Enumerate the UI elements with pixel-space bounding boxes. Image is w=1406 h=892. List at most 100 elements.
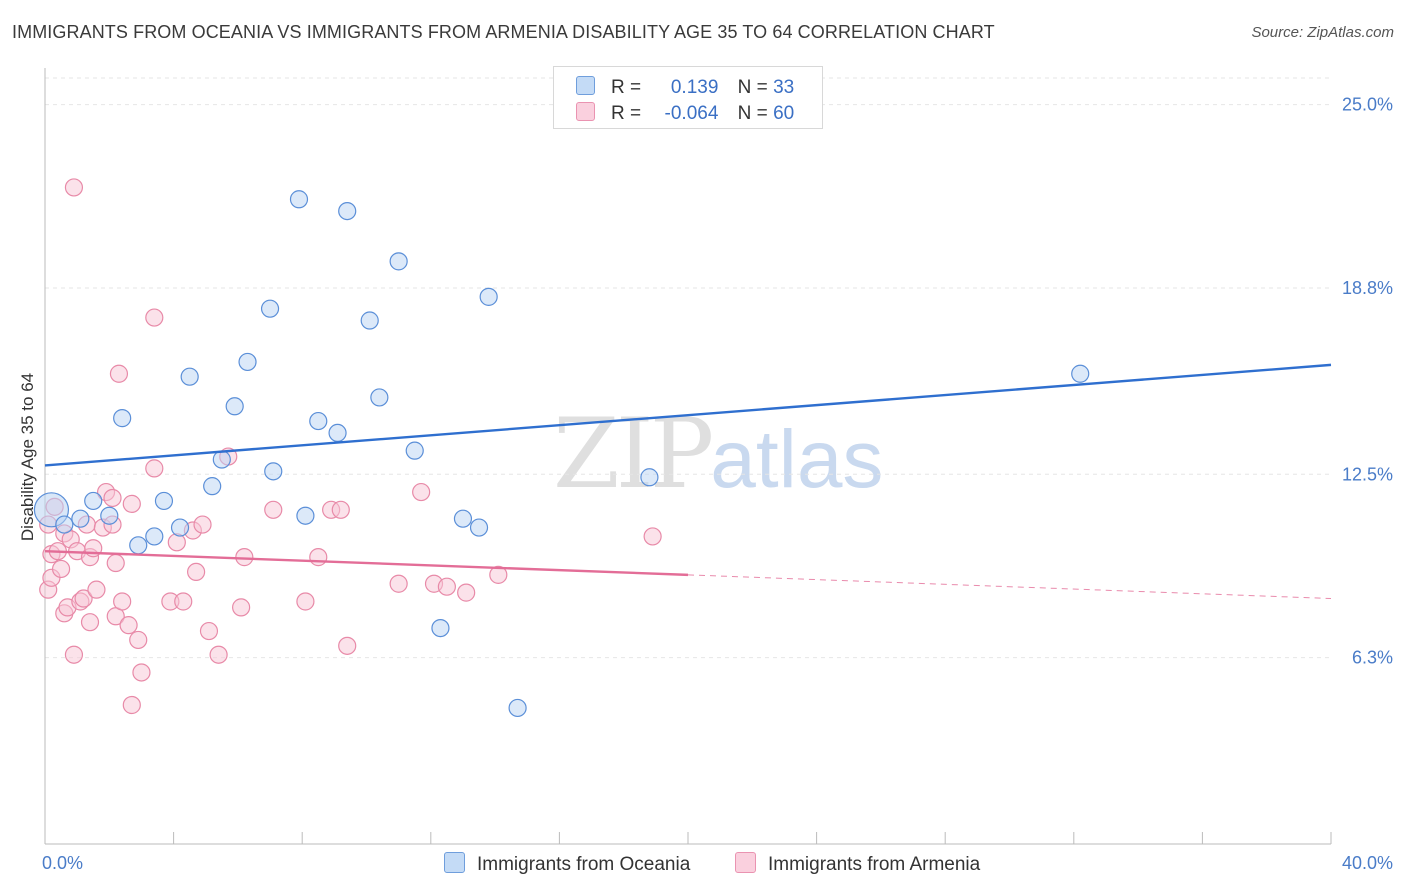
point-armenia [174, 592, 193, 611]
point-oceania [145, 527, 164, 546]
point-armenia [187, 562, 206, 582]
point-armenia [489, 565, 508, 584]
trend-line-armenia-extension [687, 574, 1332, 600]
point-oceania [296, 506, 315, 525]
point-oceania [100, 506, 119, 525]
point-oceania [238, 352, 257, 372]
point-armenia [389, 574, 408, 593]
point-oceania [640, 468, 659, 487]
point-armenia [167, 533, 186, 552]
legend-swatch-armenia [576, 102, 595, 121]
point-oceania [264, 462, 283, 481]
point-armenia [64, 645, 84, 664]
point-oceania [309, 411, 328, 431]
trend-line-oceania [44, 363, 1332, 467]
point-armenia [51, 559, 71, 579]
legend-r-label: R = [611, 103, 642, 124]
legend-n-value: 60 [773, 103, 795, 124]
point-oceania [84, 491, 103, 511]
y-tick-label: 6.3% [1352, 648, 1393, 668]
legend-swatch-oceania [576, 76, 595, 95]
point-armenia [193, 515, 212, 534]
point-armenia [122, 695, 141, 715]
point-oceania [289, 190, 309, 209]
point-oceania [453, 509, 473, 528]
point-oceania [469, 518, 489, 537]
point-oceania [360, 311, 379, 330]
point-armenia [80, 613, 100, 632]
point-oceania [71, 509, 90, 528]
watermark: ZIPatlas [553, 398, 883, 510]
point-armenia [437, 577, 456, 596]
point-armenia [457, 583, 476, 602]
point-armenia [412, 482, 431, 502]
point-oceania [154, 491, 174, 511]
point-armenia [64, 178, 84, 197]
point-oceania [508, 698, 527, 718]
legend-r-label: R = [611, 77, 642, 98]
point-oceania [260, 299, 280, 318]
point-oceania [1071, 364, 1090, 383]
point-oceania [170, 518, 190, 537]
source-credit: Source: ZipAtlas.com [1251, 24, 1394, 41]
point-armenia [232, 598, 251, 617]
point-armenia [309, 548, 328, 567]
legend-swatch-oceania [444, 852, 465, 873]
point-oceania [129, 536, 148, 555]
point-oceania [328, 423, 347, 443]
series-legend: Immigrants from Oceania Immigrants from … [0, 852, 1406, 878]
point-armenia [109, 364, 129, 383]
trend-line-armenia [44, 550, 689, 577]
y-tick-label: 18.8% [1342, 278, 1393, 298]
y-tick-label: 25.0% [1342, 95, 1393, 115]
point-armenia [264, 500, 283, 519]
point-oceania [431, 619, 450, 638]
point-armenia [113, 592, 132, 611]
point-armenia [129, 630, 148, 650]
legend-item-oceania: Immigrants from Oceania [444, 852, 690, 876]
x-tick-label: 40.0% [1342, 853, 1393, 873]
legend-row-oceania: R = 0.139 N = 33 [576, 76, 794, 102]
legend-n-value: 33 [773, 77, 795, 98]
point-oceania [338, 201, 357, 221]
point-oceania [225, 397, 244, 416]
legend-r-value: -0.064 [664, 103, 719, 124]
point-armenia [338, 636, 357, 655]
point-armenia [209, 645, 228, 664]
chart-title: IMMIGRANTS FROM OCEANIA VS IMMIGRANTS FR… [12, 22, 995, 42]
y-axis-title: Disability Age 35 to 64 [18, 373, 37, 541]
point-oceania [405, 441, 424, 460]
watermark-zip: ZIP [553, 398, 714, 510]
point-oceania [203, 477, 222, 496]
watermark-atlas: atlas [710, 414, 884, 505]
legend-row-armenia: R = -0.064 N = 60 [576, 102, 794, 128]
point-oceania [389, 252, 408, 271]
legend-n-label: N = [737, 77, 768, 98]
point-armenia [145, 308, 164, 327]
legend-item-armenia: Immigrants from Armenia [735, 852, 980, 876]
point-armenia [87, 580, 106, 599]
point-armenia [296, 592, 315, 611]
point-oceania [212, 450, 231, 469]
legend-label-oceania: Immigrants from Oceania [477, 854, 691, 875]
point-armenia [132, 663, 151, 682]
legend-r-value: 0.139 [670, 77, 719, 98]
point-oceania [113, 409, 132, 428]
point-oceania [370, 388, 389, 407]
point-armenia [199, 621, 219, 641]
point-armenia [119, 616, 138, 635]
legend-swatch-armenia [735, 852, 756, 873]
point-armenia [122, 494, 141, 513]
point-armenia [106, 553, 125, 573]
y-tick-label: 12.5% [1342, 464, 1393, 484]
point-armenia [643, 527, 662, 546]
x-tick-label: 0.0% [42, 853, 83, 873]
legend-n-label: N = [737, 103, 768, 124]
point-armenia [103, 488, 122, 508]
point-oceania [180, 367, 199, 386]
point-armenia [74, 589, 93, 608]
point-armenia [331, 500, 350, 519]
point-oceania [479, 287, 498, 306]
legend-label-armenia: Immigrants from Armenia [768, 854, 981, 875]
